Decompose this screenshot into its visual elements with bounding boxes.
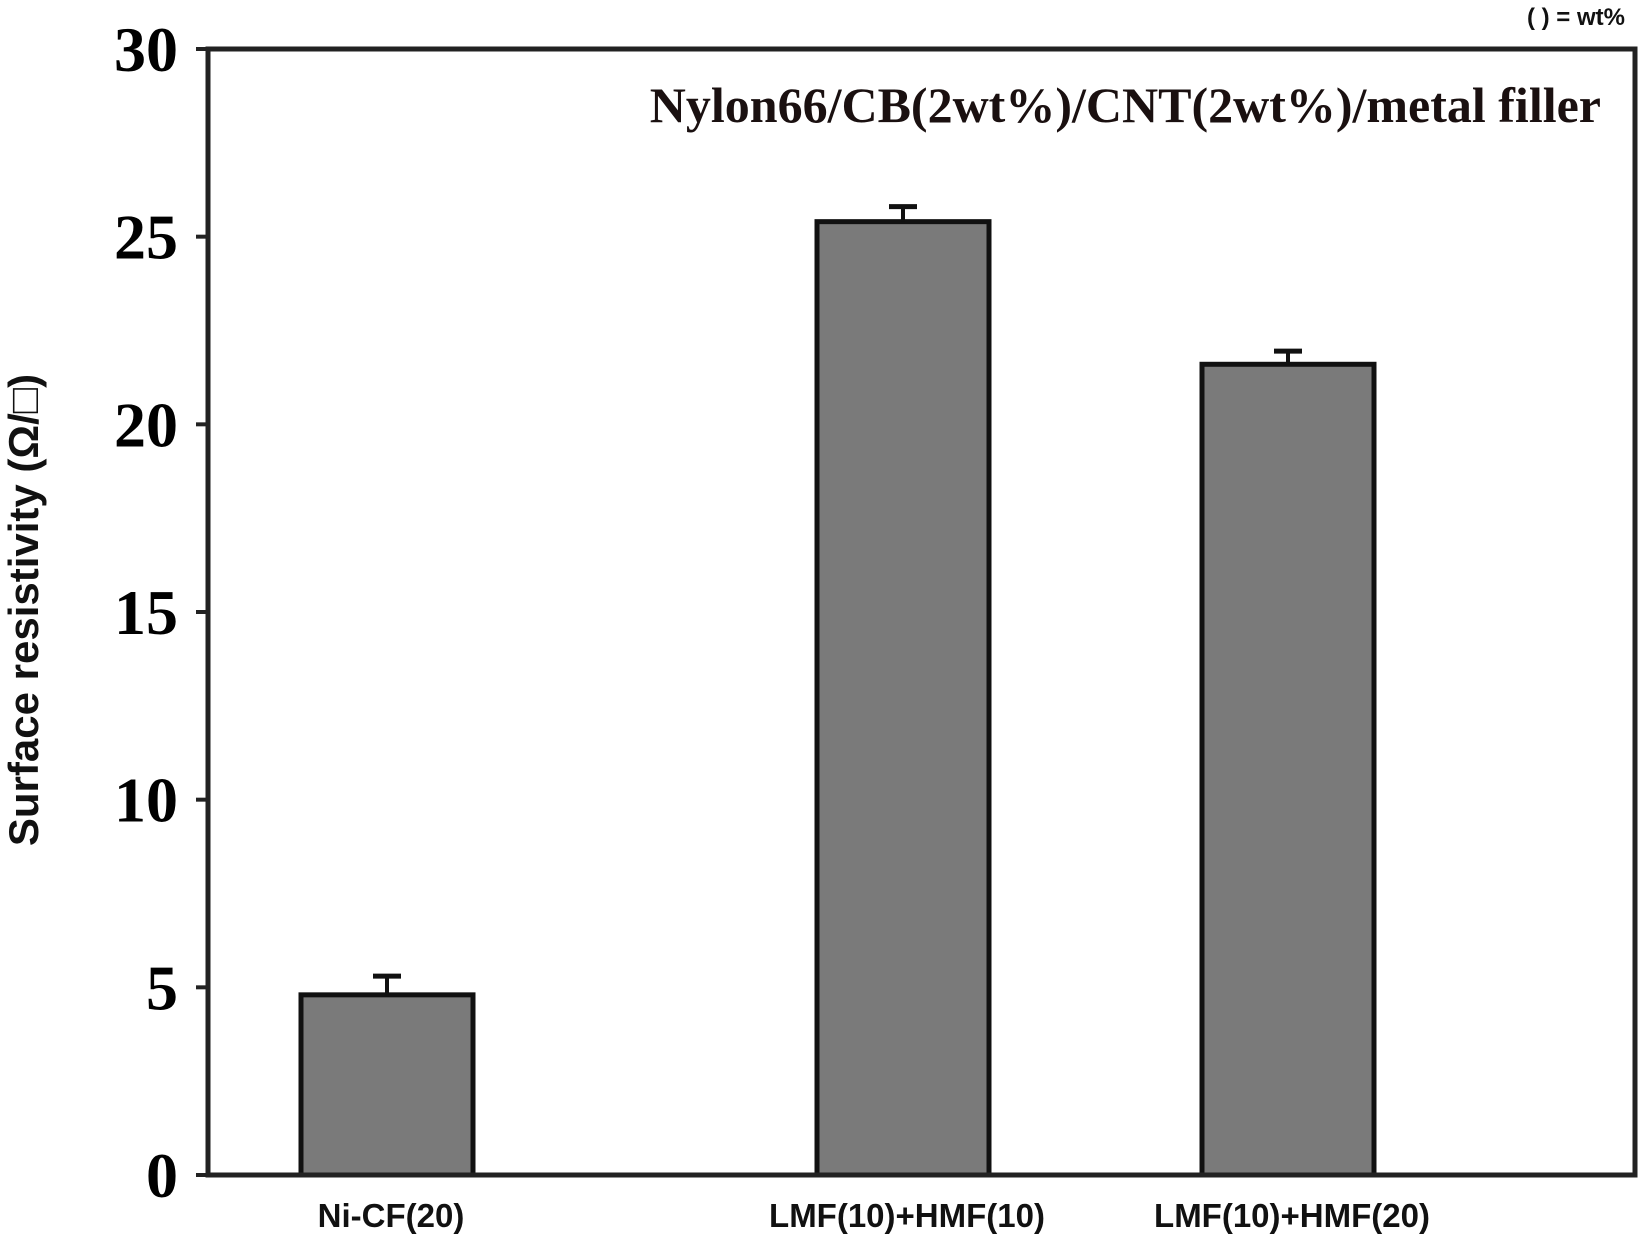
y-tick-label: 20 [114,389,178,460]
chart-title: Nylon66/CB(2wt%)/CNT(2wt%)/metal filler [650,77,1601,133]
y-tick-label: 5 [146,952,178,1023]
y-tick-label: 15 [114,577,178,648]
y-tick-label: 25 [114,202,178,273]
bar-0 [298,992,476,1178]
unit-note: ( ) = wt% [1527,4,1625,31]
y-tick-label: 10 [114,765,178,836]
x-tick-label: LMF(10)+HMF(10) [769,1197,1045,1234]
x-tick-label: Ni-CF(20) [318,1197,465,1234]
y-tick-label: 30 [114,14,178,85]
bar-1 [814,219,992,1178]
y-axis-label: Surface resistivity (Ω/□) [0,374,47,846]
x-tick-label: LMF(10)+HMF(20) [1154,1197,1430,1234]
bar-2 [1199,361,1377,1178]
y-tick-label: 0 [146,1140,178,1211]
